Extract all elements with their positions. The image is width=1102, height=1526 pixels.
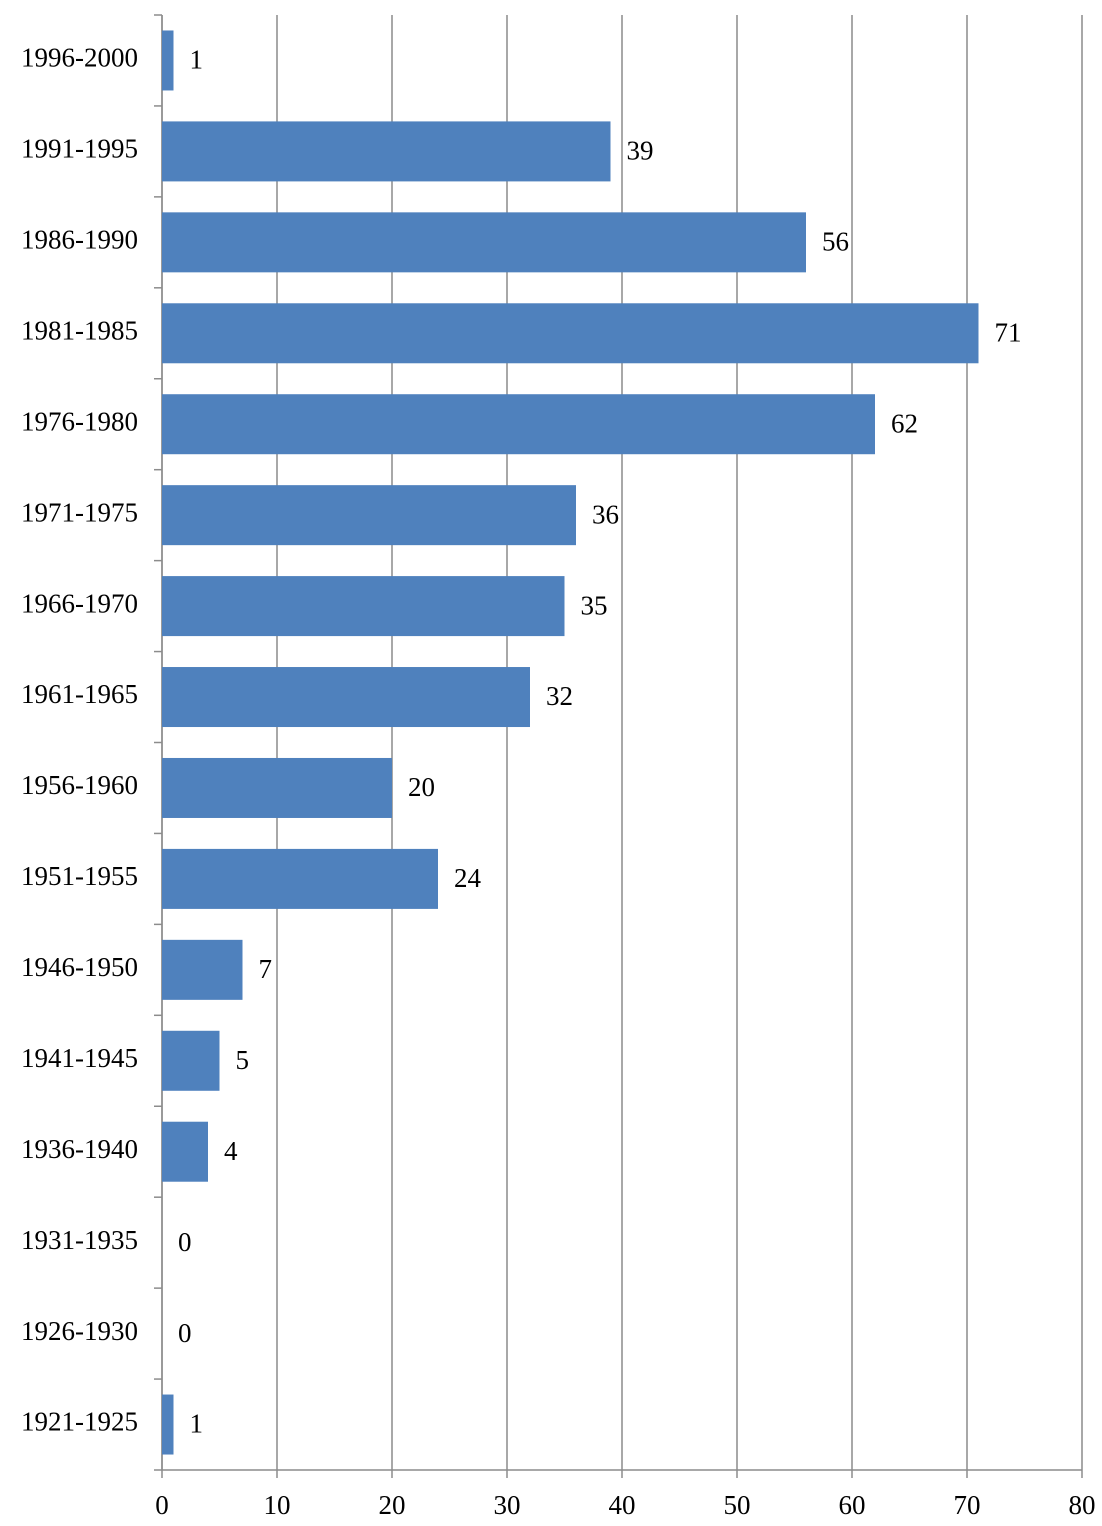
x-tick-label: 0 xyxy=(155,1490,169,1520)
x-tick-label: 50 xyxy=(724,1490,751,1520)
data-label: 56 xyxy=(822,227,849,257)
y-tick-label: 1946-1950 xyxy=(21,952,138,982)
data-label: 1 xyxy=(190,1409,204,1439)
bar xyxy=(162,1121,208,1182)
data-label: 32 xyxy=(546,681,573,711)
bar xyxy=(162,303,979,364)
data-label: 39 xyxy=(627,136,654,166)
y-tick-label: 1991-1995 xyxy=(21,134,138,164)
data-label: 1 xyxy=(190,45,204,75)
data-label: 0 xyxy=(178,1227,192,1257)
y-tick-label: 1971-1975 xyxy=(21,497,138,527)
bar xyxy=(162,757,392,818)
x-tick-label: 10 xyxy=(264,1490,291,1520)
x-tick-label: 70 xyxy=(954,1490,981,1520)
bar xyxy=(162,576,565,637)
y-tick-label: 1966-1970 xyxy=(21,588,138,618)
y-tick-label: 1961-1965 xyxy=(21,679,138,709)
y-tick-label: 1976-1980 xyxy=(21,406,138,436)
data-label: 62 xyxy=(891,408,918,438)
y-tick-label: 1956-1960 xyxy=(21,770,138,800)
y-tick-label: 1951-1955 xyxy=(21,861,138,891)
y-tick-label: 1941-1945 xyxy=(21,1043,138,1073)
bar xyxy=(162,939,243,1000)
data-label: 24 xyxy=(454,863,482,893)
data-label: 7 xyxy=(259,954,273,984)
y-tick-label: 1936-1940 xyxy=(21,1134,138,1164)
bar xyxy=(162,485,576,546)
y-tick-label: 1921-1925 xyxy=(21,1407,138,1437)
y-tick-label: 1981-1985 xyxy=(21,315,138,345)
bar xyxy=(162,30,174,91)
bar xyxy=(162,1030,220,1091)
bar xyxy=(162,1394,174,1455)
bar xyxy=(162,667,530,728)
x-tick-label: 80 xyxy=(1069,1490,1096,1520)
bar xyxy=(162,848,438,909)
data-label: 35 xyxy=(581,590,608,620)
bar xyxy=(162,121,611,182)
x-tick-label: 60 xyxy=(839,1490,866,1520)
y-tick-label: 1926-1930 xyxy=(21,1316,138,1346)
bar xyxy=(162,394,875,455)
y-tick-label: 1996-2000 xyxy=(21,43,138,73)
data-label: 20 xyxy=(408,772,435,802)
data-label: 4 xyxy=(224,1136,238,1166)
y-tick-label: 1931-1935 xyxy=(21,1225,138,1255)
x-tick-label: 30 xyxy=(494,1490,521,1520)
y-tick-label: 1986-1990 xyxy=(21,225,138,255)
data-label: 5 xyxy=(236,1045,250,1075)
data-label: 36 xyxy=(592,499,619,529)
data-label: 71 xyxy=(995,317,1022,347)
x-tick-label: 20 xyxy=(379,1490,406,1520)
bar xyxy=(162,212,806,273)
x-tick-label: 40 xyxy=(609,1490,636,1520)
data-label: 0 xyxy=(178,1318,192,1348)
